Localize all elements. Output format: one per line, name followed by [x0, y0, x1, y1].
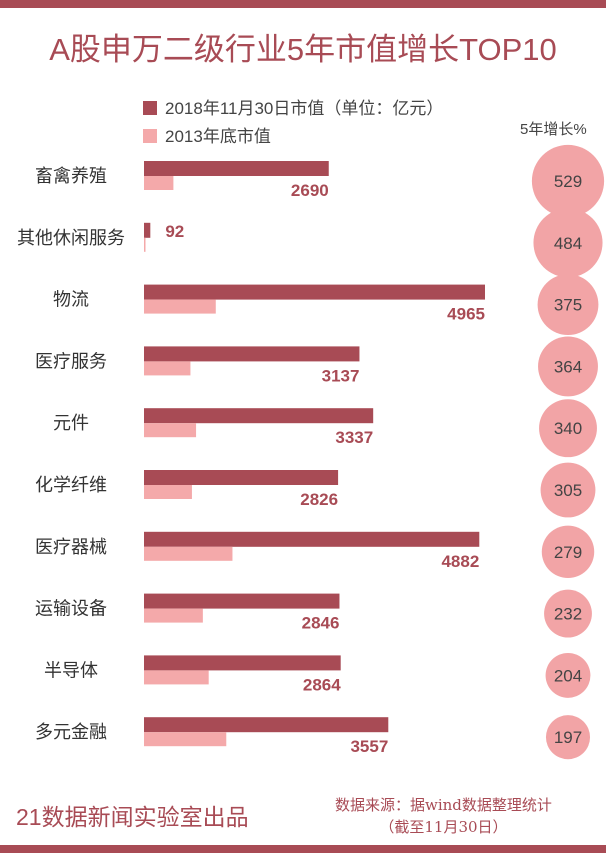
growth-bubble	[541, 525, 595, 579]
bar-2018	[144, 717, 389, 733]
growth-bubble	[533, 208, 603, 278]
source-note: 数据来源：据wind数据整理统计 （截至11月30日）	[335, 794, 552, 838]
category-label: 运输设备	[35, 599, 107, 619]
value-label: 4965	[447, 305, 485, 324]
bar-2013	[144, 361, 191, 376]
bar-2018	[144, 346, 360, 362]
bar-2013	[144, 299, 216, 314]
source-line: 数据来源：据wind数据整理统计	[335, 796, 552, 814]
bar-2013	[144, 237, 146, 252]
bar-2013	[144, 176, 174, 190]
growth-bubble	[545, 715, 591, 760]
growth-label: 340	[554, 419, 582, 438]
value-label: 2864	[303, 675, 341, 694]
value-label: 92	[165, 222, 184, 241]
legend-item-2018: 2018年11月30日市值（单位：亿元）	[143, 94, 443, 119]
bar-2013	[144, 732, 227, 747]
growth-header: 5年增长%	[520, 121, 587, 138]
legend-label: 2018年11月30日市值（单位：亿元）	[165, 99, 444, 118]
growth-bubble	[540, 462, 596, 518]
value-label: 2690	[291, 181, 329, 200]
value-label: 3137	[322, 366, 360, 385]
value-label: 3557	[350, 737, 388, 756]
bar-2018	[144, 408, 374, 424]
category-label: 畜禽养殖	[35, 165, 107, 186]
category-label: 半导体	[44, 660, 98, 680]
credit: 21数据新闻实验室出品	[16, 804, 249, 830]
growth-bubble	[538, 336, 598, 397]
growth-label: 484	[554, 234, 582, 253]
growth-label: 375	[554, 296, 582, 315]
bar-2018	[144, 655, 341, 671]
bar-2018	[144, 593, 340, 609]
category-label: 多元金融	[35, 722, 107, 742]
growth-bubble	[545, 652, 591, 698]
growth-bubble	[537, 274, 599, 336]
chart-title: A股申万二级行业5年市值增长TOP10	[49, 32, 557, 67]
top-border	[0, 0, 606, 8]
value-label: 2826	[300, 490, 338, 509]
category-label: 元件	[53, 413, 89, 433]
bar-2018	[144, 531, 480, 547]
value-label: 3337	[335, 428, 373, 447]
category-label: 医疗器械	[35, 537, 107, 557]
growth-label: 364	[554, 357, 582, 376]
bar-2018	[144, 222, 151, 238]
growth-label: 204	[554, 666, 582, 685]
bar-2018	[144, 470, 339, 485]
growth-bubble	[539, 399, 597, 458]
bar-2013	[144, 670, 209, 685]
growth-label: 197	[554, 728, 582, 747]
source-date: （截至11月30日）	[379, 818, 508, 836]
category-label: 其他休闲服务	[17, 228, 125, 248]
bar-2013	[144, 485, 192, 499]
bar-2018	[144, 161, 329, 176]
growth-label: 232	[554, 605, 582, 624]
legend-swatch	[143, 129, 157, 143]
growth-label: 529	[554, 172, 582, 191]
category-label: 物流	[53, 290, 89, 310]
growth-label: 305	[554, 481, 582, 500]
growth-bubble	[531, 144, 605, 218]
category-label: 化学纤维	[35, 475, 107, 495]
legend-swatch	[143, 101, 157, 115]
legend-label: 2013年底市值	[165, 127, 271, 146]
value-label: 4882	[441, 552, 479, 571]
bar-2013	[144, 546, 233, 561]
bar-2013	[144, 608, 203, 623]
legend-item-2013: 2013年底市值	[143, 122, 271, 147]
value-label: 2846	[302, 614, 340, 633]
bar-2013	[144, 423, 197, 438]
category-label: 医疗服务	[35, 351, 107, 371]
growth-label: 279	[554, 543, 582, 562]
bottom-border	[0, 845, 606, 853]
growth-bubble	[544, 589, 592, 638]
bar-2018	[144, 284, 485, 300]
